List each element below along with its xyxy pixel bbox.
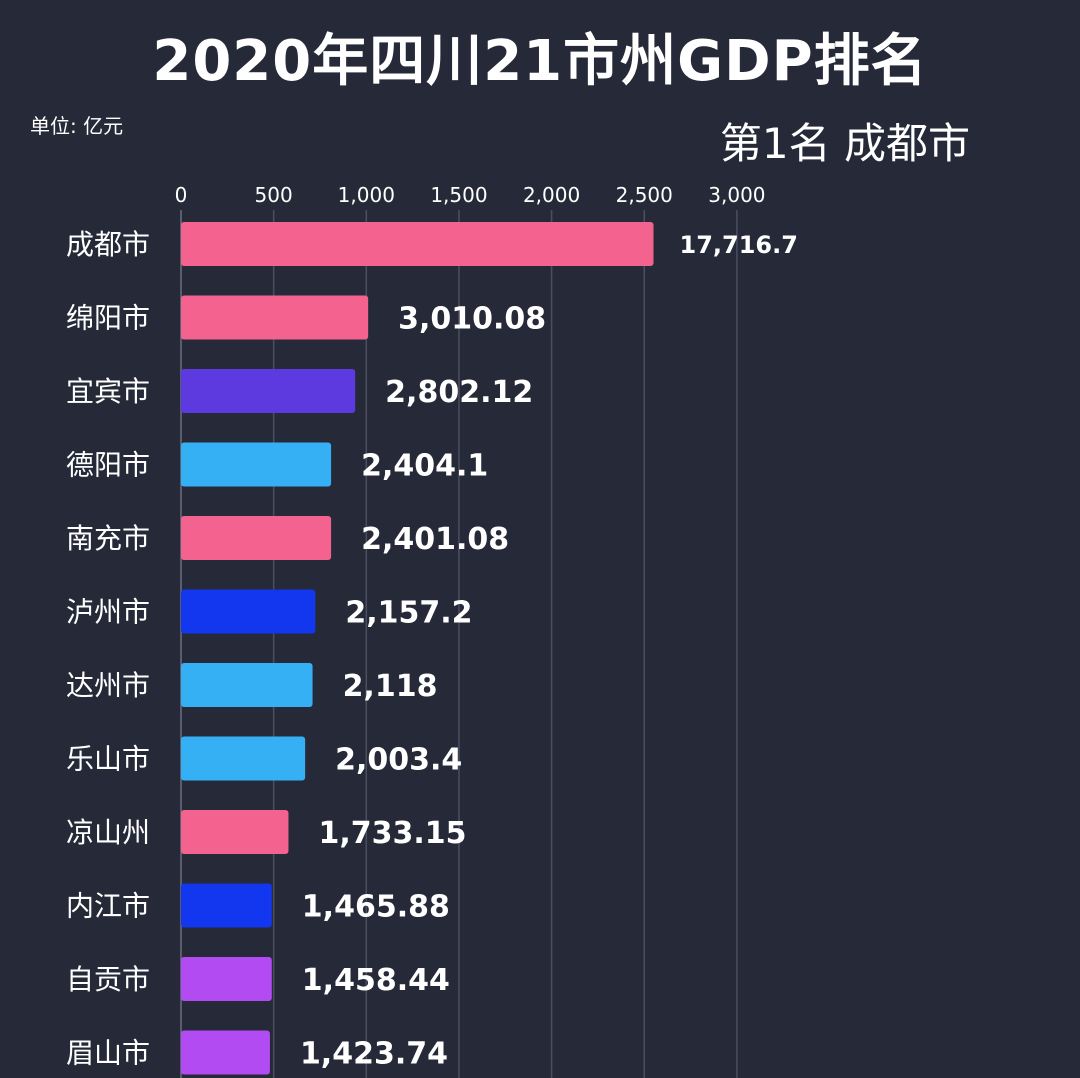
category-label: 凉山州 (66, 816, 150, 849)
bar (181, 957, 272, 1001)
bar (181, 810, 289, 854)
category-label: 成都市 (66, 228, 150, 261)
value-label: 2,802.12 (385, 375, 533, 410)
category-label: 眉山市 (66, 1037, 150, 1070)
category-label: 达州市 (66, 669, 150, 702)
unit-label: 单位: 亿元 (30, 114, 124, 138)
category-label: 德阳市 (66, 449, 150, 482)
value-label: 17,716.7 (680, 231, 798, 259)
grid-lines (180, 210, 738, 1078)
category-label: 南充市 (66, 522, 150, 555)
x-axis-ticks: 0 500 1,000 1,500 2,000 2,500 3,000 (175, 183, 766, 207)
bar (181, 516, 332, 560)
value-label: 1,733.15 (318, 816, 466, 851)
bar (181, 295, 369, 340)
bar (181, 663, 313, 707)
category-label: 宜宾市 (66, 375, 150, 408)
bar (181, 883, 272, 928)
bar (181, 1030, 270, 1075)
bars: 成都市 17,716.7 绵阳市 3,010.08 宜宾市 2,802.12 德阳市 2,40… (66, 222, 798, 1075)
value-label: 1,465.88 (302, 890, 450, 925)
x-tick-label: 3,000 (708, 183, 765, 207)
category-label: 绵阳市 (66, 302, 150, 335)
value-label: 2,003.4 (335, 743, 462, 778)
value-label: 2,157.2 (345, 596, 472, 631)
value-label: 1,458.44 (302, 963, 450, 998)
x-tick-label: 1,000 (338, 183, 395, 207)
bar (181, 736, 306, 781)
rank-label: 第1名 成都市 (719, 119, 970, 168)
category-label: 自贡市 (66, 963, 150, 996)
bar (181, 369, 356, 413)
bar (181, 442, 332, 487)
value-label: 3,010.08 (398, 302, 546, 337)
value-label: 2,118 (343, 669, 438, 704)
value-label: 2,401.08 (361, 522, 509, 557)
bar (181, 589, 316, 634)
x-tick-label: 0 (175, 183, 188, 207)
category-label: 泸州市 (66, 596, 150, 629)
chart-title: 2020年四川21市州GDP排名 (152, 29, 928, 94)
category-label: 内江市 (66, 890, 150, 923)
x-tick-label: 2,500 (616, 183, 673, 207)
bar (181, 222, 654, 266)
x-tick-label: 500 (255, 183, 293, 207)
value-label: 2,404.1 (361, 449, 488, 484)
value-label: 1,423.74 (300, 1037, 448, 1072)
x-tick-label: 2,000 (523, 183, 580, 207)
category-label: 乐山市 (66, 743, 150, 776)
x-tick-label: 1,500 (430, 183, 487, 207)
